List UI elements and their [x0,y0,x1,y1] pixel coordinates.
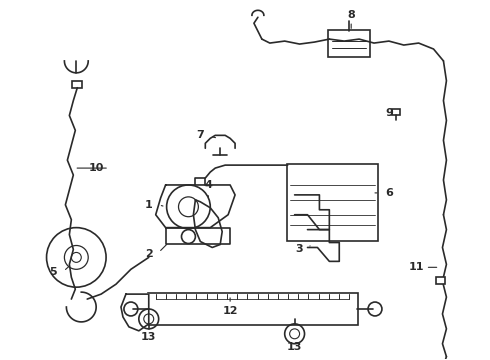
Text: 5: 5 [49,267,57,277]
FancyBboxPatch shape [148,293,358,325]
Text: 13: 13 [141,332,156,342]
Text: 7: 7 [196,130,204,140]
FancyBboxPatch shape [328,30,370,57]
Text: 11: 11 [409,262,424,272]
Text: 12: 12 [222,306,238,316]
Text: 3: 3 [296,244,303,255]
Polygon shape [121,294,149,331]
Text: 6: 6 [385,188,393,198]
Text: 1: 1 [145,200,152,210]
Polygon shape [194,200,222,247]
Bar [436,277,445,284]
Text: 10: 10 [89,163,104,173]
Text: 13: 13 [287,342,302,352]
Text: 9: 9 [385,108,393,117]
Bar [392,109,400,114]
Polygon shape [156,185,235,228]
Bar [73,81,82,88]
FancyBboxPatch shape [287,164,378,240]
Text: 2: 2 [145,249,152,260]
Text: 8: 8 [347,10,355,20]
Polygon shape [166,228,230,244]
Text: 4: 4 [204,180,212,190]
